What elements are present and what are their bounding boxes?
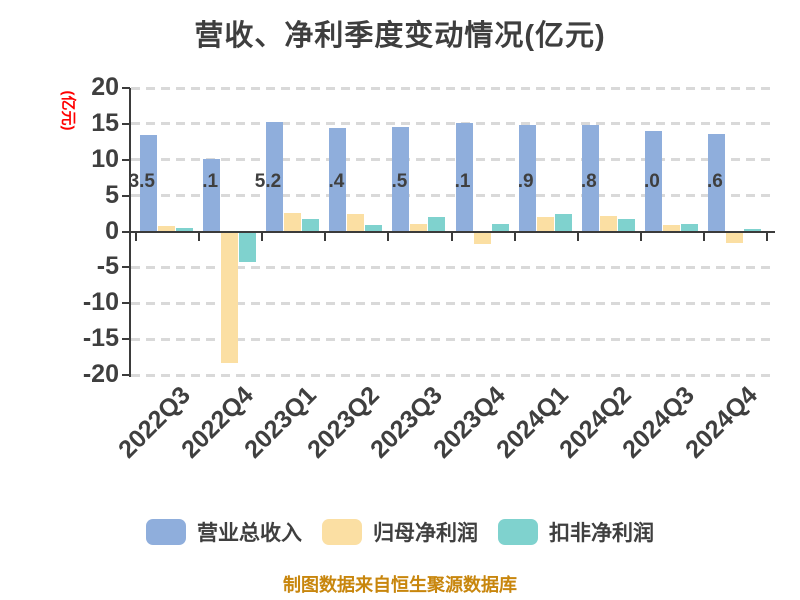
bar-归母净利润-2024Q4[interactable] [725,231,743,243]
y-tick-mark--20 [122,374,130,376]
y-tick-mark-10 [122,158,130,161]
bar-归母净利润-2023Q3[interactable] [410,223,428,232]
bar-归母净利润-2024Q2[interactable] [599,215,617,232]
bar-扣非净利润-2024Q3[interactable] [680,223,698,232]
bar-扣非净利润-2023Q2[interactable] [365,225,383,232]
x-tick-mark-5 [450,232,453,241]
bar-value-label-2024Q4: .6 [707,171,723,192]
net-profit-series-swatch [322,519,362,545]
bar-归母净利润-2023Q4[interactable] [473,231,491,244]
bar-营业总收入-2023Q2[interactable] [329,128,347,232]
bar-扣非净利润-2023Q1[interactable] [302,218,320,232]
bar-营业总收入-2024Q3[interactable] [644,131,662,232]
y-tick-label--10: -10 [82,288,119,317]
bar-扣非净利润-2023Q3[interactable] [428,217,446,232]
gridline-10 [131,158,775,162]
bar-归母净利润-2022Q4[interactable] [221,231,239,363]
x-tick-mark-0 [135,232,137,241]
y-tick-label-0: 0 [105,216,119,245]
bar-扣非净利润-2023Q4[interactable] [491,224,509,232]
bar-value-label-2023Q3: .5 [391,171,408,192]
y-tick-mark--10 [122,302,130,305]
y-tick-label--5: -5 [96,252,119,281]
gridline-20 [131,86,775,90]
bar-营业总收入-2022Q3[interactable] [140,134,157,232]
revenue-series-swatch [146,519,186,545]
legend-item-revenue[interactable]: 营业总收入 [146,517,302,547]
y-tick-mark-15 [122,122,130,125]
x-axis-line [129,230,775,233]
x-tick-mark-2 [261,232,264,241]
bar-value-label-2024Q2: .8 [580,171,597,192]
y-tick-label-15: 15 [91,108,119,137]
x-tick-mark-10 [766,232,768,241]
y-tick-mark-0 [122,230,130,233]
x-tick-mark-1 [198,232,201,241]
y-tick-label-10: 10 [91,144,119,173]
deducted-net-profit-series-swatch [498,519,538,545]
y-tick-label--15: -15 [82,324,119,353]
bar-营业总收入-2022Q4[interactable] [203,159,221,232]
bar-营业总收入-2024Q1[interactable] [518,124,536,232]
bar-value-label-2023Q4: .1 [454,171,471,192]
bar-营业总收入-2024Q2[interactable] [581,125,599,232]
y-tick-mark-5 [122,194,130,197]
gridline--15 [131,337,775,341]
bar-value-label-2024Q3: .0 [643,171,660,192]
x-tick-mark-6 [513,232,516,241]
bar-value-label-2022Q3: 3.5 [128,171,155,192]
gridline-5 [131,194,775,198]
legend-label-revenue: 营业总收入 [197,522,302,545]
bar-扣非净利润-2022Q3[interactable] [176,227,193,232]
bar-扣非净利润-2024Q2[interactable] [617,218,635,232]
gridline--20 [131,373,775,377]
bar-扣非净利润-2024Q1[interactable] [554,213,572,232]
y-tick-mark-20 [122,87,130,89]
gridline-15 [131,122,775,126]
x-tick-mark-3 [324,232,327,241]
x-tick-mark-4 [387,232,390,241]
bar-value-label-2024Q1: .9 [517,171,534,192]
legend-label-deducted-net-profit: 扣非净利润 [549,522,654,545]
y-tick-label-5: 5 [105,180,119,209]
bar-归母净利润-2022Q3[interactable] [158,225,175,232]
bar-value-label-2022Q4: .1 [202,171,219,192]
bar-营业总收入-2024Q4[interactable] [707,133,725,232]
bar-归母净利润-2023Q2[interactable] [347,213,365,232]
bar-营业总收入-2023Q3[interactable] [392,127,410,232]
bar-归母净利润-2023Q1[interactable] [284,212,302,232]
bar-归母净利润-2024Q3[interactable] [662,225,680,232]
bar-扣非净利润-2022Q4[interactable] [239,231,257,262]
y-tick-label--20: -20 [82,360,119,388]
bar-营业总收入-2023Q1[interactable] [266,122,284,232]
y-tick-mark--15 [122,338,130,341]
gridline--10 [131,301,775,305]
data-source-note: 制图数据来自恒生聚源数据库 [283,575,517,595]
y-tick-mark--5 [122,266,130,269]
legend-label-net-profit: 归母净利润 [373,522,478,545]
legend-item-deducted-net-profit[interactable]: 扣非净利润 [498,517,654,547]
bar-扣非净利润-2024Q4[interactable] [743,229,761,232]
bar-归母净利润-2024Q1[interactable] [536,217,554,232]
chart-legend: 营业总收入 归母净利润 扣非净利润 [0,517,800,547]
bar-value-label-2023Q1: 5.2 [254,171,282,192]
y-tick-label-20: 20 [91,73,119,101]
x-tick-mark-9 [702,232,705,241]
x-tick-mark-8 [639,232,642,241]
legend-item-net-profit[interactable]: 归母净利润 [322,517,478,547]
gridline--5 [131,265,775,269]
y-axis-line [129,88,131,377]
x-tick-mark-7 [576,232,579,241]
bar-营业总收入-2023Q4[interactable] [455,123,473,232]
chart-title: 营收、净利季度变动情况(亿元) [194,20,606,52]
bar-value-label-2023Q2: .4 [328,171,345,192]
